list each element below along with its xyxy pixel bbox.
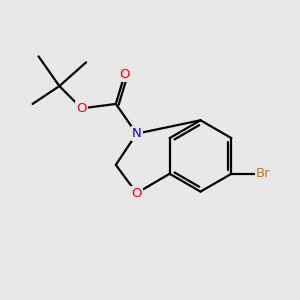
Text: O: O: [131, 187, 142, 200]
Text: Br: Br: [256, 167, 271, 180]
Text: O: O: [76, 102, 87, 115]
Text: O: O: [119, 68, 130, 81]
Text: N: N: [132, 127, 142, 140]
